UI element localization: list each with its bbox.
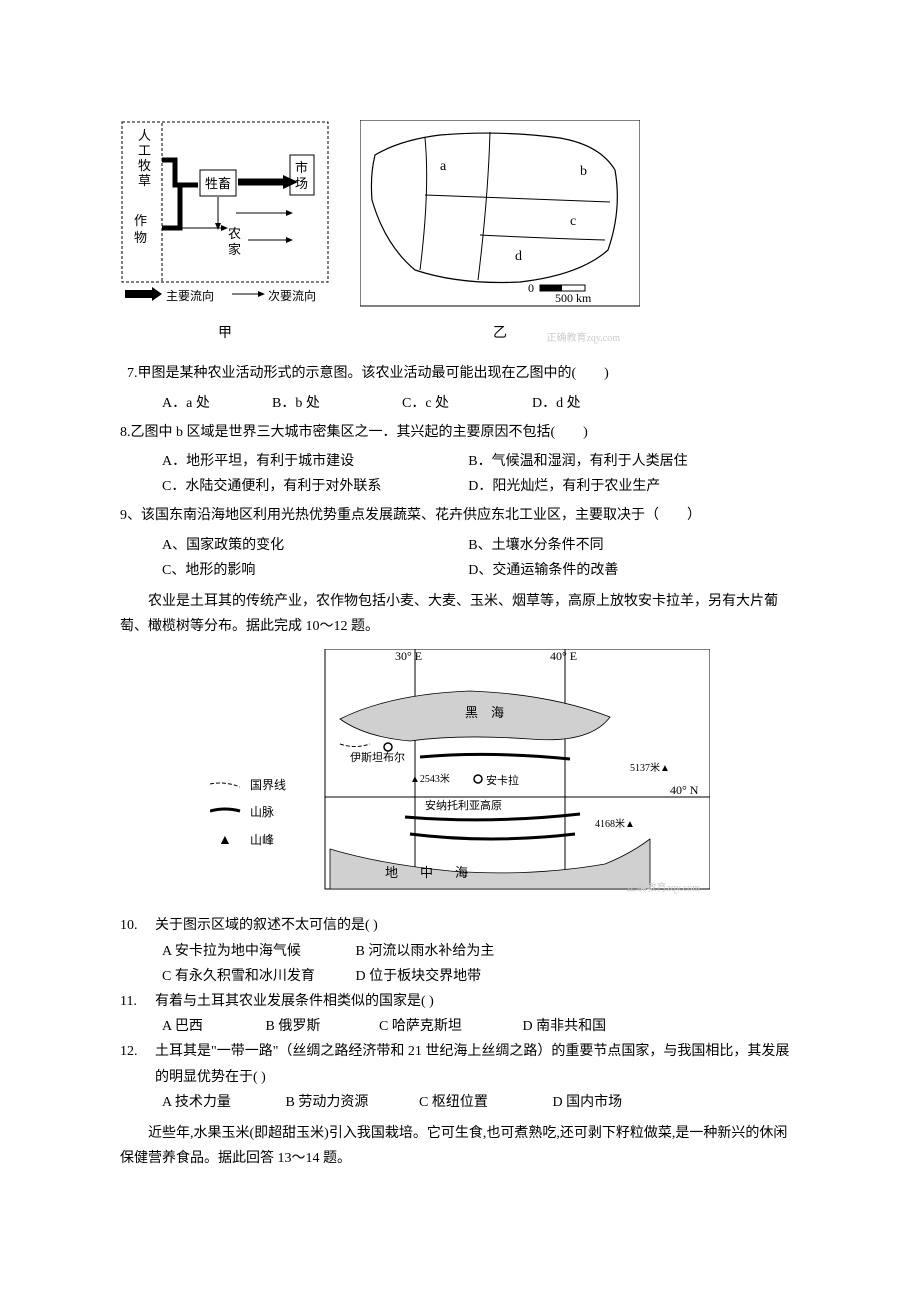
label-secondary-flow: 次要流向 [268,288,316,303]
ankara: 安卡拉 [486,773,519,787]
q12: 12. 土耳其是"一带一路"（丝绸之路经济带和 21 世纪海上丝绸之路）的重要节… [120,1039,800,1089]
watermark-text: 正确教育zqy.com [546,330,620,348]
q12-options: A 技术力量 B 劳动力资源 C 枢纽位置 D 国内市场 [120,1090,800,1115]
q11-opt-c: C 哈萨克斯坦 [379,1014,519,1039]
med-sea: 地 [385,865,398,880]
legend-border: 国界线 [250,778,286,792]
q9-opt-b: B、土壤水分条件不同 [468,533,774,558]
scale-label: 500 km [555,291,592,305]
q10-opt-b: B 河流以雨水补给为主 [356,939,495,964]
svg-text:牧: 牧 [138,158,151,173]
diagram-left-caption: 甲 [120,321,330,346]
svg-text:工: 工 [138,143,151,158]
q11-opt-a: A 巴西 [162,1014,262,1039]
black-sea: 黑 海 [465,705,504,720]
q10: 10. 关于图示区域的叙述不太可信的是( ) [120,913,800,938]
q11-num: 11. [120,989,155,1014]
q10-text: 关于图示区域的叙述不太可信的是( ) [155,913,800,938]
q12-opt-a: A 技术力量 [162,1090,282,1115]
flow-diagram-icon: 人 工 牧 草 作 物 牲畜 市 场 农 家 [120,120,330,310]
q10-opt-c: C 有永久积雪和冰川发育 [162,964,352,989]
q7-opt-d: D．d 处 [532,391,581,416]
label-main-flow: 主要流向 [166,288,214,303]
q8-text: 8.乙图中 b 区域是世界三大城市密集区之一．其兴起的主要原因不包括( ) [120,420,800,445]
svg-text:▲: ▲ [218,833,232,848]
q8-opt-d: D．阳光灿烂，有利于农业生产 [468,474,774,499]
lon30: 30° E [395,649,422,663]
istanbul: 伊斯坦布尔 [350,750,405,764]
q8-opt-a: A．地形平坦，有利于城市建设 [162,449,468,474]
label-farmer: 农 [228,226,241,241]
q11-options: A 巴西 B 俄罗斯 C 哈萨克斯坦 D 南非共和国 [120,1014,800,1039]
region-b: b [580,164,587,179]
q11: 11. 有着与土耳其农业发展条件相类似的国家是( ) [120,989,800,1014]
q10-opt-d: D 位于板块交界地带 [356,964,482,989]
svg-text:中: 中 [420,865,433,880]
label-livestock: 牲畜 [205,176,231,191]
turkey-map: 30° E 40° E 40° N 黑 海 地 中 海 伊斯坦布尔 安卡拉 ▲2… [210,649,710,903]
q10-num: 10. [120,913,155,938]
q8-opt-b: B．气候温和湿润，有利于人类居住 [468,449,774,474]
svg-text:场: 场 [295,176,308,191]
svg-text:海: 海 [455,865,468,880]
label-market: 市 [295,160,308,175]
q8-opt-c: C．水陆交通便利，有利于对外联系 [162,474,468,499]
lon40: 40° E [550,649,577,663]
q7-opt-b: B．b 处 [272,391,402,416]
q12-num: 12. [120,1039,155,1089]
q11-opt-b: B 俄罗斯 [266,1014,376,1039]
elev2543: ▲2543米 [410,772,450,785]
passage2: 近些年,水果玉米(即超甜玉米)引入我国栽培。它可生食,也可煮熟吃,还可剥下籽粒做… [120,1121,800,1171]
q9-options: A、国家政策的变化 B、土壤水分条件不同 C、地形的影响 D、交通运输条件的改善 [120,533,800,583]
q12-text: 土耳其是"一带一路"（丝绸之路经济带和 21 世纪海上丝绸之路）的重要节点国家，… [155,1039,800,1089]
diagram-right-box: a b c d 0 500 km 正确教育zqy.com 乙 [360,120,640,346]
q11-opt-d: D 南非共和国 [523,1014,607,1039]
turkey-map-icon: 30° E 40° E 40° N 黑 海 地 中 海 伊斯坦布尔 安卡拉 ▲2… [210,649,710,894]
legend-peak: 山峰 [250,833,274,847]
top-diagrams: 人 工 牧 草 作 物 牲畜 市 场 农 家 [120,120,800,346]
q10-opt-a: A 安卡拉为地中海气候 [162,939,352,964]
elev5137: 5137米▲ [630,761,670,774]
q7-text: 7.甲图是某种农业活动形式的示意图。该农业活动最可能出现在乙图中的( ) [120,361,800,386]
q10-options: A 安卡拉为地中海气候 B 河流以雨水补给为主 C 有永久积雪和冰川发育 D 位… [120,939,800,989]
passage1: 农业是土耳其的传统产业，农作物包括小麦、大麦、玉米、烟草等，高原上放牧安卡拉羊，… [120,589,800,639]
svg-text:0: 0 [528,281,534,295]
watermark2: 正确教育zqy.com [626,880,700,898]
q12-opt-d: D 国内市场 [553,1090,623,1115]
anatolia: 安纳托利亚高原 [425,798,502,812]
diagram-left-box: 人 工 牧 草 作 物 牲畜 市 场 农 家 [120,120,330,346]
lat40: 40° N [670,783,699,797]
q7-options: A．a 处 B．b 处 C．c 处 D．d 处 [120,391,800,416]
q9-opt-d: D、交通运输条件的改善 [468,558,774,583]
elev4168: 4168米▲ [595,817,635,830]
q7-opt-c: C．c 处 [402,391,532,416]
q8-options: A．地形平坦，有利于城市建设 B．气候温和湿润，有利于人类居住 C．水陆交通便利… [120,449,800,499]
q7-opt-a: A．a 处 [162,391,272,416]
q12-opt-c: C 枢纽位置 [419,1090,549,1115]
svg-text:草: 草 [138,173,151,188]
region-a: a [440,159,447,174]
q9-opt-c: C、地形的影响 [162,558,468,583]
svg-text:物: 物 [134,230,147,245]
label-crops: 作 [134,213,147,228]
q12-opt-b: B 劳动力资源 [286,1090,416,1115]
region-d: d [515,249,522,264]
q11-text: 有着与土耳其农业发展条件相类似的国家是( ) [155,989,800,1014]
region-c: c [570,214,576,229]
usa-map-icon: a b c d 0 500 km [360,120,640,310]
q9-text: 9、该国东南沿海地区利用光热优势重点发展蔬菜、花卉供应东北工业区，主要取决于（ … [120,503,800,528]
legend-mountain: 山脉 [250,804,274,819]
label-pasture: 人 [138,128,151,143]
q9-opt-a: A、国家政策的变化 [162,533,468,558]
svg-text:家: 家 [228,242,241,257]
